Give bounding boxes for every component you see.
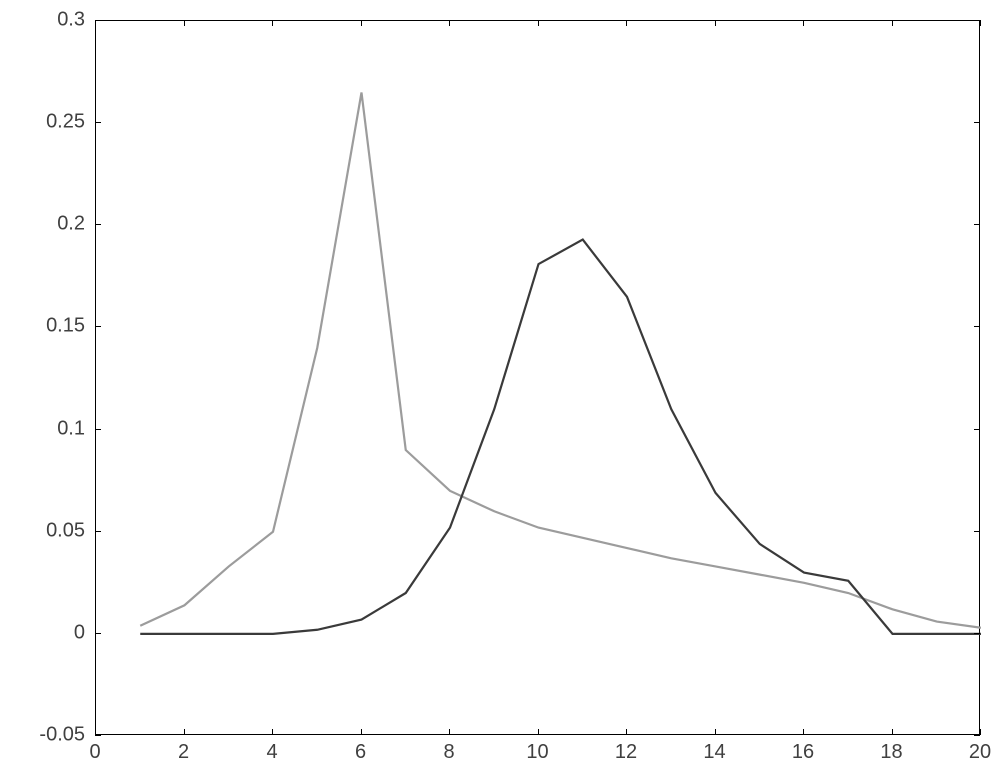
x-tick bbox=[184, 20, 185, 26]
x-tick-label: 6 bbox=[355, 741, 366, 764]
y-tick bbox=[95, 633, 101, 634]
x-tick bbox=[538, 20, 539, 26]
x-tick bbox=[980, 20, 981, 26]
x-tick bbox=[892, 729, 893, 735]
y-tick bbox=[974, 531, 980, 532]
y-tick bbox=[974, 20, 980, 21]
x-tick-label: 18 bbox=[880, 741, 902, 764]
y-tick bbox=[95, 531, 101, 532]
y-tick bbox=[974, 429, 980, 430]
x-tick bbox=[272, 20, 273, 26]
y-tick-label: 0.3 bbox=[57, 9, 85, 32]
x-tick-label: 20 bbox=[969, 741, 991, 764]
x-tick bbox=[449, 729, 450, 735]
x-tick bbox=[980, 729, 981, 735]
y-tick-label: 0 bbox=[74, 621, 85, 644]
x-tick bbox=[361, 729, 362, 735]
x-tick-label: 0 bbox=[89, 741, 100, 764]
y-tick bbox=[95, 735, 101, 736]
chart-lines bbox=[96, 21, 981, 736]
x-tick-label: 14 bbox=[703, 741, 725, 764]
x-tick bbox=[272, 729, 273, 735]
x-tick bbox=[184, 729, 185, 735]
y-tick-label: 0.25 bbox=[46, 111, 85, 134]
x-tick bbox=[715, 20, 716, 26]
y-tick bbox=[974, 224, 980, 225]
x-tick-label: 8 bbox=[443, 741, 454, 764]
x-tick-label: 4 bbox=[266, 741, 277, 764]
x-tick bbox=[803, 729, 804, 735]
x-tick bbox=[538, 729, 539, 735]
x-tick-label: 12 bbox=[615, 741, 637, 764]
y-tick bbox=[95, 20, 101, 21]
x-tick bbox=[892, 20, 893, 26]
series-gray-line bbox=[140, 93, 981, 628]
x-tick bbox=[803, 20, 804, 26]
y-tick-label: -0.05 bbox=[39, 724, 85, 747]
y-tick-label: 0.2 bbox=[57, 213, 85, 236]
y-tick bbox=[95, 429, 101, 430]
y-tick bbox=[95, 122, 101, 123]
y-tick-label: 0.1 bbox=[57, 417, 85, 440]
y-tick-label: 0.05 bbox=[46, 519, 85, 542]
y-tick-label: 0.15 bbox=[46, 315, 85, 338]
y-tick bbox=[974, 122, 980, 123]
x-tick-label: 10 bbox=[526, 741, 548, 764]
y-tick bbox=[95, 326, 101, 327]
x-tick bbox=[449, 20, 450, 26]
y-tick bbox=[974, 735, 980, 736]
x-tick bbox=[626, 20, 627, 26]
series-black-line bbox=[140, 240, 981, 634]
y-tick bbox=[95, 224, 101, 225]
x-tick bbox=[715, 729, 716, 735]
x-tick bbox=[626, 729, 627, 735]
x-tick-label: 16 bbox=[792, 741, 814, 764]
figure: 02468101214161820-0.0500.050.10.150.20.2… bbox=[0, 0, 1000, 775]
x-tick-label: 2 bbox=[178, 741, 189, 764]
y-tick bbox=[974, 326, 980, 327]
plot-area bbox=[95, 20, 980, 735]
y-tick bbox=[974, 633, 980, 634]
x-tick bbox=[361, 20, 362, 26]
